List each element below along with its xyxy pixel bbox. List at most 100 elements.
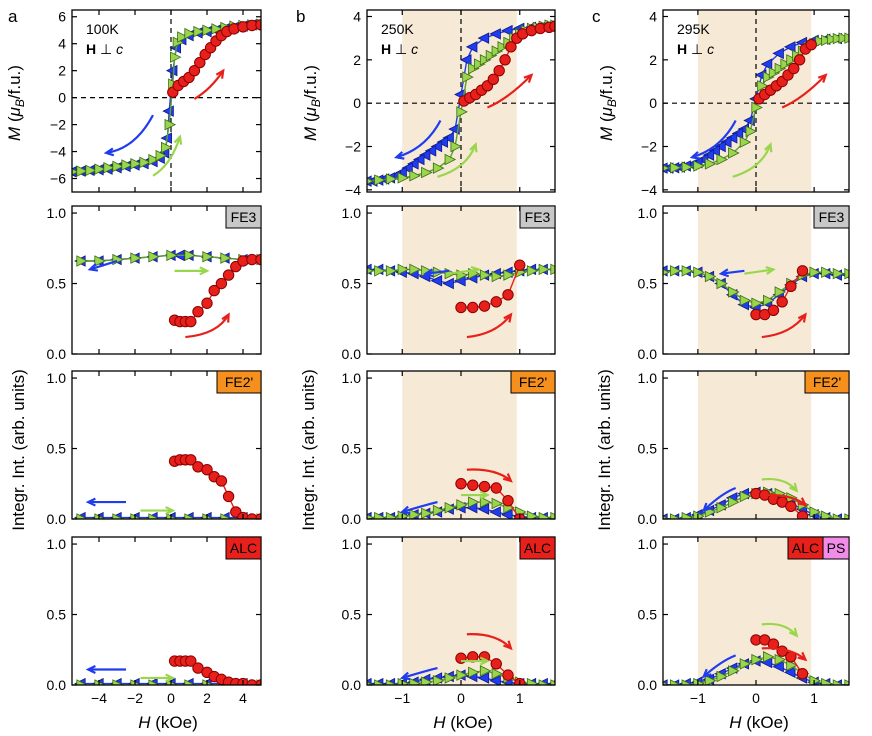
temperature-label: 100K (86, 21, 119, 37)
data-point-ascending (148, 250, 160, 263)
data-point-ascending (763, 71, 775, 83)
data-point-ascending (728, 496, 740, 508)
sweep-arrow-ascending-head (479, 656, 490, 666)
data-point-ascending (503, 269, 515, 281)
phase-tag-label: FE3 (819, 209, 845, 225)
x-tick-label: 0 (752, 690, 760, 706)
sweep-arrow-virgin (761, 647, 807, 661)
data-point-descending (708, 145, 720, 157)
data-point-virgin (467, 301, 479, 314)
data-point-virgin (493, 64, 505, 77)
data-point-ascending (704, 270, 717, 283)
data-point-virgin (255, 253, 261, 266)
data-point-ascending (474, 58, 486, 70)
y-tick-label: −2 (50, 117, 66, 133)
data-point-virgin (796, 265, 809, 277)
data-point-ascending (374, 265, 386, 277)
data-point-descending (459, 54, 472, 66)
series-group (367, 19, 555, 187)
data-point-virgin (185, 655, 197, 667)
y-tick-label: 1.0 (638, 370, 658, 386)
data-point-ascending (385, 265, 398, 277)
data-point-descending (731, 127, 744, 140)
data-point-ascending (409, 509, 421, 519)
data-point-ascending (456, 669, 468, 681)
x-axis-label-c: H (kOe) (729, 713, 789, 732)
data-point-ascending (468, 62, 480, 75)
sweep-arrow-virgin-head (797, 497, 808, 507)
data-point-ascending (202, 513, 214, 519)
data-point-ascending (130, 513, 142, 519)
data-point-virgin (490, 296, 502, 308)
data-point-virgin (194, 56, 206, 69)
data-point-ascending (385, 679, 398, 685)
x-tick-label: 0 (457, 690, 465, 706)
data-point-descending (714, 140, 726, 153)
sweep-arrow-virgin (487, 74, 533, 109)
y-tick-label: 0.0 (47, 677, 67, 693)
data-point-ascending (780, 58, 792, 70)
data-point-ascending (526, 265, 539, 277)
y-tick-label: 1.0 (342, 205, 362, 221)
data-point-virgin (455, 478, 467, 490)
chart-b-0: −4 −2 0 2 4 250K H ⊥ c (345, 9, 556, 198)
data-point-ascending (367, 177, 374, 185)
phase-tag-label: FE2' (225, 374, 253, 390)
data-point-ascending (774, 62, 787, 75)
data-point-ascending (444, 153, 457, 166)
data-point-descending (772, 47, 784, 60)
field-orientation-label: H ⊥ c (381, 41, 418, 57)
chart-c-1: 0.0 0.5 1.0 FE3 (638, 205, 850, 362)
data-point-ascending (670, 265, 682, 277)
data-point-virgin (767, 304, 780, 317)
data-point-ascending (374, 174, 386, 186)
data-point-ascending (139, 156, 151, 169)
data-point-virgin (785, 280, 797, 293)
data-point-descending (477, 672, 490, 684)
data-point-descending (501, 509, 513, 519)
data-point-descending (477, 32, 490, 44)
sweep-arrow-ascending-head (788, 627, 799, 638)
data-point-ascending (468, 496, 480, 508)
data-point-virgin (215, 475, 228, 487)
field-orientation-label: H ⊥ c (677, 41, 714, 57)
data-point-virgin (788, 62, 800, 75)
data-point-ascending (751, 101, 763, 114)
data-point-ascending (844, 32, 849, 44)
axes-frame (71, 9, 262, 193)
y-tick-label: 0.5 (638, 276, 658, 292)
data-point-ascending (148, 679, 160, 685)
temperature-label: 250K (381, 21, 414, 37)
sweep-arrow-virgin-head (503, 640, 513, 651)
sweep-arrow-virgin-head (523, 73, 534, 83)
data-point-descending (424, 145, 437, 157)
data-point-ascending (94, 163, 106, 175)
y-tick-label: 2 (353, 52, 361, 68)
phase-tag-box (787, 536, 824, 560)
data-point-ascending (184, 513, 196, 519)
data-point-descending (407, 158, 419, 170)
data-point-ascending (844, 513, 849, 519)
sweep-arrow-descending-head (87, 263, 99, 272)
data-point-ascending (184, 27, 196, 40)
data-point-ascending (485, 49, 498, 62)
sweep-arrow-ascending-head (469, 141, 478, 153)
data-point-ascending (170, 51, 182, 63)
data-point-ascending (526, 677, 539, 685)
y-tick-label: 0.5 (342, 276, 362, 292)
data-point-ascending (670, 679, 682, 685)
sweep-arrow-ascending (761, 622, 798, 637)
sweep-arrow-ascending-head (764, 141, 773, 153)
data-point-descending (489, 506, 501, 518)
chart-a-2: 0.0 0.5 1.0 FE2' (47, 370, 262, 527)
y-tick-label: −4 (641, 182, 657, 198)
data-point-ascending (130, 157, 142, 170)
data-point-ascending (844, 267, 849, 280)
data-point-ascending (166, 679, 178, 685)
data-point-ascending (456, 106, 468, 118)
data-point-virgin (805, 38, 817, 51)
y-tick-label: 0.5 (638, 607, 658, 623)
data-point-descending (760, 58, 773, 70)
sweep-arrow-virgin (761, 313, 807, 339)
phase-tag-box (813, 205, 850, 229)
